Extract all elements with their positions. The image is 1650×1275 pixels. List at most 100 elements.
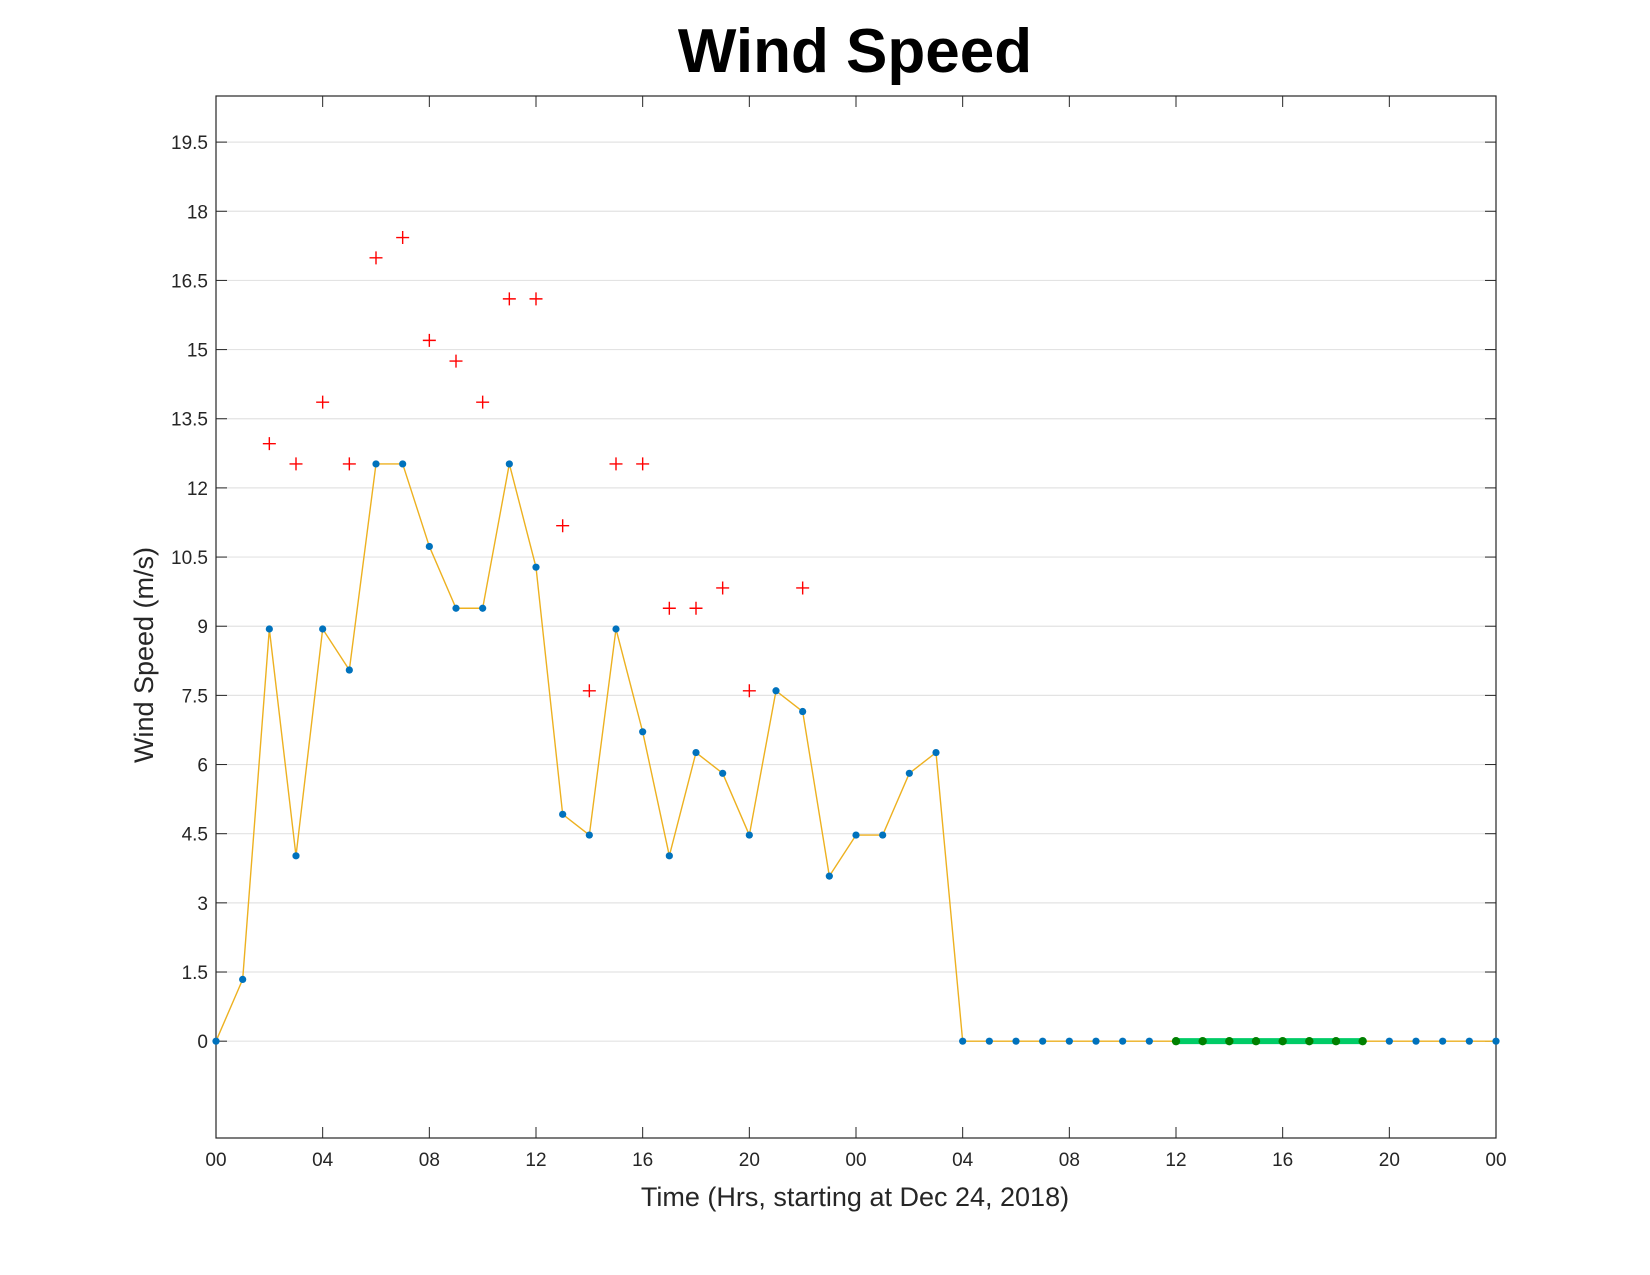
y-tick-label: 3 <box>197 894 208 915</box>
x-axis-label: Time (Hrs, starting at Dec 24, 2018) <box>641 1182 1069 1212</box>
wind-speed-point <box>772 687 780 695</box>
wind-speed-point <box>825 872 833 880</box>
wind-speed-line <box>215 463 1496 1042</box>
x-tick-label: 20 <box>739 1150 760 1171</box>
wind-speed-point <box>1012 1037 1020 1045</box>
x-tick-label: 12 <box>525 1150 546 1171</box>
wind-speed-point <box>479 604 487 612</box>
gust-marker <box>262 437 276 451</box>
y-tick-label: 9 <box>197 617 208 638</box>
x-tick-label: 04 <box>312 1150 334 1171</box>
wind-speed-point <box>905 769 913 777</box>
highlight-point <box>1171 1036 1181 1046</box>
wind-speed-point <box>985 1037 993 1045</box>
wind-speed-point <box>1039 1037 1047 1045</box>
wind-speed-point <box>212 1037 220 1045</box>
highlight-point <box>1251 1036 1261 1046</box>
plot-axes <box>215 95 1497 1139</box>
wind-speed-point <box>612 625 620 633</box>
y-tick-label: 0 <box>197 1032 208 1053</box>
gust-marker <box>449 354 463 368</box>
wind-speed-point <box>719 769 727 777</box>
wind-speed-point <box>1065 1037 1073 1045</box>
wind-speed-point <box>1439 1037 1447 1045</box>
y-tick-label: 19.5 <box>171 133 208 154</box>
wind-speed-point <box>852 831 860 839</box>
wind-speed-point <box>1465 1037 1473 1045</box>
gust-marker <box>662 601 676 615</box>
wind-speed-point <box>959 1037 967 1045</box>
x-tick-label: 00 <box>845 1150 866 1171</box>
wind-speed-point <box>692 748 700 757</box>
gust-marker <box>422 333 436 347</box>
wind-speed-point <box>319 625 327 633</box>
wind-speed-point <box>345 666 353 674</box>
wind-speed-point <box>532 563 540 571</box>
highlight-point <box>1305 1036 1314 1046</box>
gust-marker <box>636 457 650 471</box>
gust-marker <box>342 457 356 471</box>
gust-marker <box>369 251 383 265</box>
gust-marker <box>716 581 730 595</box>
wind-speed-point <box>452 604 460 612</box>
wind-speed-point <box>239 975 247 983</box>
gust-marker <box>502 292 516 306</box>
wind-speed-point <box>665 852 673 860</box>
wind-speed-point <box>879 831 887 839</box>
gust-marker <box>316 395 330 409</box>
gust-marker <box>556 519 570 533</box>
gust-marker <box>289 457 303 471</box>
gust-marker <box>796 581 810 595</box>
y-tick-label: 1.5 <box>182 963 208 984</box>
wind-speed-point <box>745 831 753 839</box>
wind-speed-point <box>1385 1037 1393 1045</box>
wind-speed-point <box>399 460 407 468</box>
y-tick-label: 13.5 <box>171 410 208 431</box>
wind-speed-point <box>265 625 273 633</box>
wind-speed-point <box>1092 1037 1100 1045</box>
wind-speed-point <box>372 460 380 468</box>
x-tick-label: 16 <box>632 1150 653 1171</box>
wind-speed-point <box>1412 1037 1420 1045</box>
chart-title: Wind Speed <box>678 17 1032 86</box>
wind-speed-point <box>585 831 593 839</box>
x-tick-label: 12 <box>1165 1150 1186 1171</box>
y-tick-label: 10.5 <box>171 548 208 569</box>
x-tick-label: 00 <box>205 1150 226 1171</box>
x-tick-label: 16 <box>1272 1150 1293 1171</box>
tick-labels: 0 1.5 3 4.5 6 7.5 9 10.5 12 13.5 15 16.5 18 19.5 00 04 0… <box>171 133 1507 1171</box>
y-gridlines <box>216 141 1496 1042</box>
highlight-point <box>1331 1036 1341 1046</box>
highlight-point <box>1278 1036 1287 1046</box>
y-axis-label: Wind Speed (m/s) <box>129 547 159 763</box>
highlight-point <box>1225 1036 1234 1046</box>
gust-marker <box>609 457 623 471</box>
wind-speed-point <box>932 748 940 757</box>
y-tick-label: 16.5 <box>171 271 208 292</box>
x-tick-label: 20 <box>1379 1150 1400 1171</box>
data-series <box>212 231 1500 1046</box>
gust-marker <box>689 601 703 615</box>
gust-marker <box>742 684 756 698</box>
gust-marker <box>396 231 410 245</box>
wind-speed-point <box>559 810 567 818</box>
wind-speed-point <box>639 728 647 736</box>
gust-marker <box>476 395 490 409</box>
wind-speed-point <box>1145 1037 1153 1045</box>
wind-speed-point <box>1119 1037 1127 1045</box>
y-tick-label: 15 <box>187 341 208 362</box>
y-tick-label: 4.5 <box>182 825 208 846</box>
plot-area-frame <box>215 95 1497 1139</box>
x-tick-label: 00 <box>1485 1150 1506 1171</box>
x-tick-label: 04 <box>952 1150 974 1171</box>
gust-marker <box>529 292 543 306</box>
x-tick-label: 08 <box>419 1150 440 1171</box>
gust-marker <box>582 684 596 698</box>
highlight-point <box>1198 1036 1207 1046</box>
y-tick-label: 12 <box>187 479 208 500</box>
wind-speed-point <box>1492 1037 1500 1045</box>
x-tick-label: 08 <box>1059 1150 1080 1171</box>
y-tick-label: 6 <box>197 756 208 777</box>
wind-speed-point <box>799 707 807 716</box>
